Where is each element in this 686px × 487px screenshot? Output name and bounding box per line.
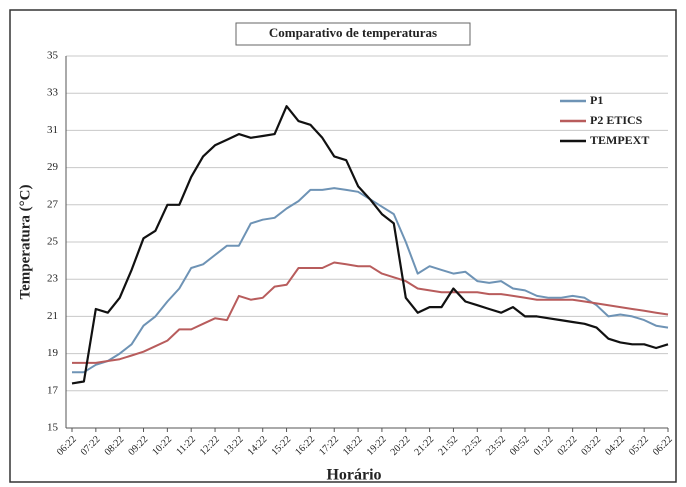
y-tick-label: 15 — [47, 422, 59, 434]
y-tick-label: 21 — [47, 310, 58, 322]
legend-label: TEMPEXT — [590, 133, 649, 147]
y-tick-label: 27 — [47, 198, 59, 210]
chart-title: Comparativo de temperaturas — [269, 25, 437, 40]
y-tick-label: 35 — [47, 50, 59, 62]
title-box — [235, 22, 471, 46]
legend-label: P2 ETICS — [590, 113, 643, 127]
legend-label: P1 — [590, 93, 603, 107]
x-axis-label: Horário — [326, 467, 381, 484]
y-tick-label: 31 — [47, 124, 58, 136]
series-line — [72, 261, 669, 364]
y-tick-label: 23 — [47, 273, 59, 285]
chart-frame — [9, 9, 677, 483]
y-tick-label: 33 — [47, 87, 59, 99]
y-tick-label: 17 — [47, 384, 59, 396]
y-tick-label: 29 — [47, 161, 59, 173]
series-line — [71, 105, 669, 385]
y-tick-label: 25 — [47, 236, 59, 248]
y-axis-label: Temperatura (°C) — [17, 184, 33, 299]
y-tick-label: 19 — [47, 347, 59, 359]
